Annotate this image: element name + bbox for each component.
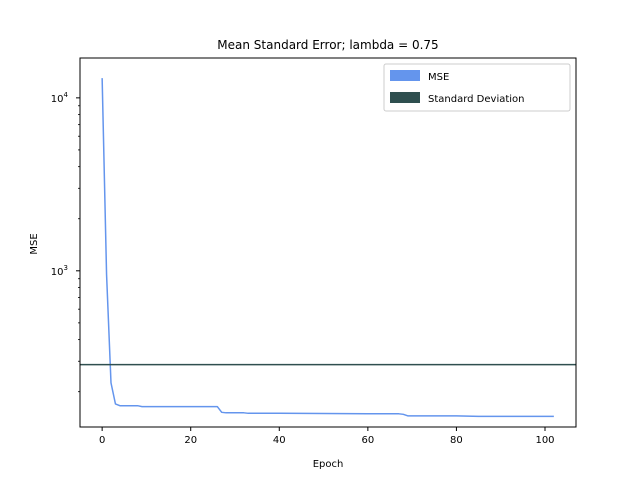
legend-swatch-standard-deviation <box>390 92 420 103</box>
chart-title: Mean Standard Error; lambda = 0.75 <box>217 38 438 52</box>
y-tick-label: 103 <box>51 264 68 278</box>
x-tick-label: 100 <box>535 435 554 446</box>
x-tick-label: 80 <box>450 435 463 446</box>
legend-label-mse: MSE <box>428 72 449 83</box>
x-axis-label: Epoch <box>313 459 344 470</box>
legend-swatch-mse <box>390 70 420 81</box>
y-tick-label: 104 <box>51 91 69 105</box>
x-tick-label: 40 <box>273 435 286 446</box>
plot-frame <box>79 57 577 428</box>
y-axis-label: MSE <box>29 233 40 254</box>
x-tick-label: 60 <box>361 435 374 446</box>
x-tick-label: 0 <box>99 435 105 446</box>
legend-box <box>383 63 571 112</box>
series-line-mse <box>101 78 554 418</box>
legend: MSE Standard Deviation <box>383 63 571 112</box>
x-tick-label: 20 <box>184 435 197 446</box>
legend-label-standard-deviation: Standard Deviation <box>428 94 525 105</box>
